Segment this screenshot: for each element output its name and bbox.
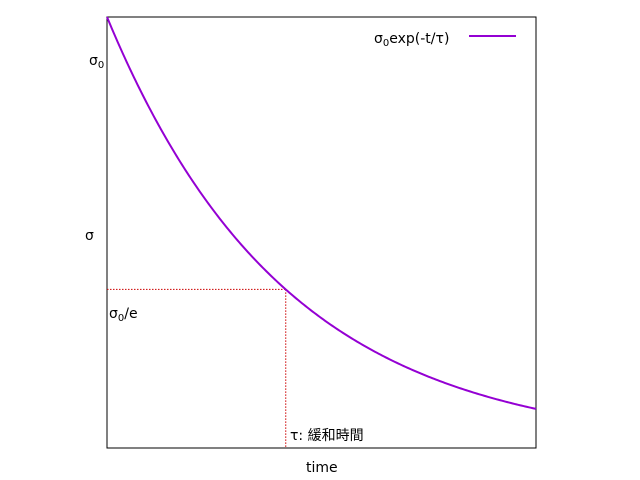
legend-base: σ [374, 31, 383, 47]
xlabel: time [306, 460, 338, 476]
ylabel: σ [85, 228, 94, 244]
legend-rest: exp(-t/τ) [389, 31, 449, 47]
legend-sub: 0 [383, 38, 389, 49]
tau-label: τ: 緩和時間 [290, 428, 364, 444]
sigma0-over-e-label: σ0/e [109, 306, 138, 324]
sigma0-sub: 0 [98, 60, 104, 71]
sigma0-base: σ [89, 53, 98, 69]
sigma0e-base: σ [109, 306, 118, 322]
series-group [106, 16, 537, 410]
sigma0-tick-label: σ0 [89, 53, 104, 71]
sigma0e-rest: /e [124, 306, 137, 322]
sigma0e-sub: 0 [118, 313, 124, 324]
reference-lines [107, 288, 287, 448]
series-line-0 [106, 16, 537, 410]
plot-frame [106, 16, 537, 449]
legend: σ0exp(-t/τ) [374, 31, 516, 49]
legend-label: σ0exp(-t/τ) [374, 31, 449, 49]
